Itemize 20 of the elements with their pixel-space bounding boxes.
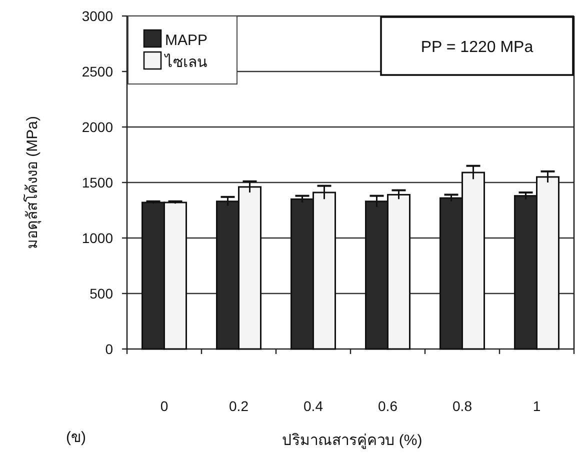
y-tick-label: 0 [105,341,114,357]
legend-label: MAPP [165,32,208,49]
legend-label: ไซเลน [164,53,207,71]
x-tick-label: 0 [160,398,168,414]
x-tick-label: 0.8 [452,398,472,414]
y-tick-label: 2500 [82,64,114,80]
x-tick-label: 0.2 [229,398,249,414]
y-tick-label: 500 [90,286,114,302]
annotation: PP = 1220 MPa [420,39,534,56]
y-tick-label: 1000 [82,230,114,246]
y-tick-label: 1500 [82,174,114,190]
y-axis-title: มอดุลัสโค้งงอ (MPa) [23,116,42,249]
y-tick-label: 3000 [82,8,114,24]
x-tick-label: 1 [532,398,541,414]
y-tick-label: 2000 [82,119,114,135]
x-tick-label: 0.6 [378,398,398,414]
annotation-box: PP = 1220 MPa [380,16,574,76]
text: (ข) [66,429,86,446]
x-tick-label: 0.4 [304,398,324,414]
x-axis-title: ปริมาณสารคู่ควบ (%) [282,432,422,449]
